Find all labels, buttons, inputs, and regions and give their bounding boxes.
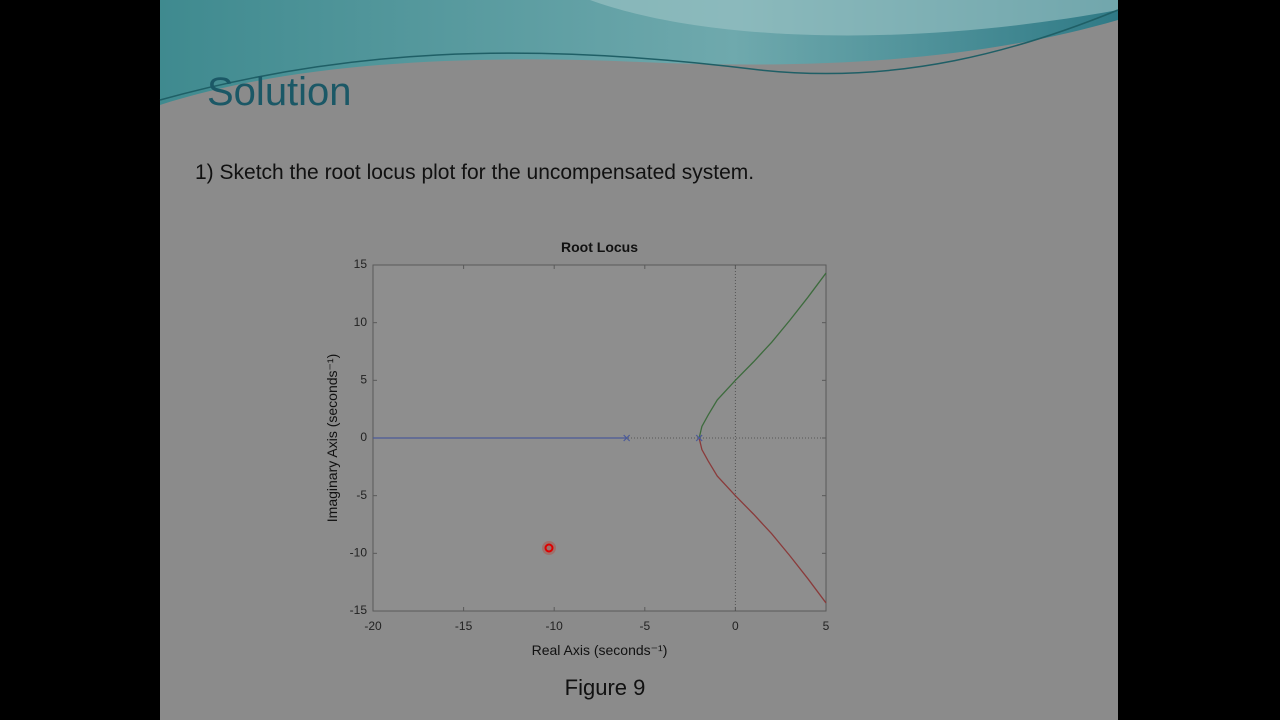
cursor-highlight (542, 541, 556, 555)
header-wave-light (590, 0, 1118, 36)
chart: -20 -15 -10 -5 0 5 -15 -10 -5 0 5 10 15 Root Locus Rea… (324, 239, 830, 658)
x-tick-label: -5 (639, 619, 650, 633)
x-axis-label: Real Axis (seconds⁻¹) (532, 642, 668, 658)
locus-branch (698, 272, 827, 439)
pole-marker (623, 434, 631, 442)
x-tick-label: -10 (546, 619, 564, 633)
cursor (544, 543, 554, 553)
y-tick-label: 15 (354, 257, 368, 271)
locus-branch (698, 437, 827, 604)
slide-title: Solution (207, 70, 352, 114)
header-line (159, 9, 1119, 101)
y-tick-label: 0 (360, 430, 367, 444)
y-axis-label: Imaginary Axis (seconds⁻¹) (324, 354, 340, 522)
pole-marker (695, 434, 703, 442)
y-tick-label: -10 (350, 546, 368, 560)
y-tick-label: -5 (356, 488, 367, 502)
figure-caption: Figure 9 (565, 675, 646, 700)
y-tick-label: 5 (360, 373, 367, 387)
chart-title: Root Locus (561, 239, 638, 255)
slide-text: 1) Sketch the root locus plot for the un… (195, 161, 754, 184)
y-tick-label: 10 (354, 315, 368, 329)
x-tick-label: -15 (455, 619, 473, 633)
y-tick-label: -15 (350, 603, 368, 617)
x-tick-label: 0 (732, 619, 739, 633)
x-tick-label: -20 (364, 619, 382, 633)
x-tick-label: 5 (823, 619, 830, 633)
